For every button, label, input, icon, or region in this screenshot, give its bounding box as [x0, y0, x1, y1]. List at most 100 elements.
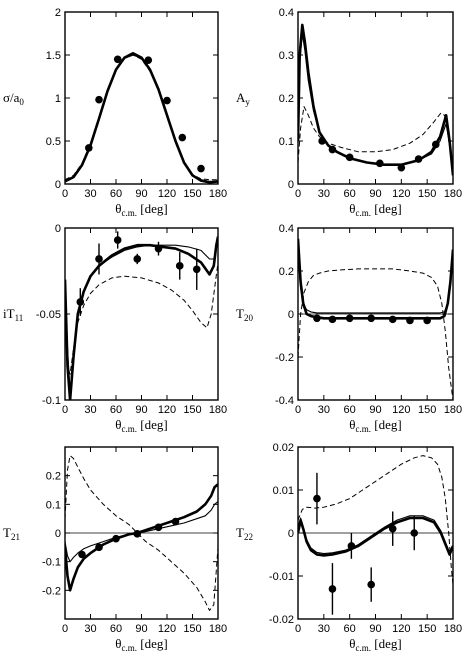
data-point [328, 145, 337, 154]
y-tick-label: -0.1 [42, 557, 61, 569]
x-tick-label: 30 [84, 404, 96, 416]
y-tick-label: 0.5 [46, 136, 61, 148]
x-tick-label: 30 [318, 404, 330, 416]
data-point [328, 315, 337, 324]
x-tick-label: 0 [295, 188, 301, 200]
x-axis-label: θc.m. [deg] [349, 201, 401, 218]
x-tick-label: 60 [344, 404, 356, 416]
y-tick-label: 0.2 [279, 93, 294, 105]
x-tick-label: 60 [344, 188, 356, 200]
x-tick-label: 60 [110, 623, 122, 635]
data-point [113, 55, 122, 64]
data-point [197, 164, 205, 173]
panel-it11: 0 30 60 90 120 150 180 -0.1 -0.05 0 θc.m. [deg] iT1… [3, 223, 227, 434]
y-tick-label: 0 [288, 528, 294, 540]
y-axis-label: Ay [236, 90, 250, 107]
y-tick-label: 0.2 [46, 471, 61, 483]
y-tick-label: 0.4 [279, 223, 294, 235]
x-tick-label: 90 [135, 188, 147, 200]
data-point [163, 96, 171, 105]
series-line-thin [298, 515, 453, 555]
y-tick-label: 0 [288, 309, 294, 321]
data-point [154, 244, 163, 253]
y-tick-label: 1.5 [46, 50, 61, 62]
y-axis-label: T21 [3, 525, 20, 542]
series-line-thin [65, 54, 218, 182]
data-point [192, 265, 201, 274]
series-line-thick [298, 238, 453, 320]
data-point [133, 255, 142, 263]
x-tick-label: 30 [84, 623, 96, 635]
data-point [313, 494, 321, 503]
data-point [423, 316, 431, 325]
x-axis-label: θc.m. [deg] [349, 636, 401, 653]
x-tick-label: 60 [110, 404, 122, 416]
x-tick-label: 0 [62, 188, 68, 200]
plot-frame [297, 11, 454, 185]
series-line-thick [65, 52, 218, 184]
y-tick-label: 0.1 [279, 136, 294, 148]
y-tick-label: 1 [55, 93, 61, 105]
y-tick-label: 0.01 [273, 485, 294, 497]
data-point [406, 316, 414, 325]
y-tick-label: 0 [55, 179, 61, 191]
data-point [95, 543, 103, 552]
series-line-thin [298, 249, 453, 314]
x-tick-label: 30 [318, 623, 330, 635]
y-tick-label: -0.4 [275, 395, 294, 407]
series-line-thick [298, 516, 453, 557]
x-tick-label: 60 [110, 188, 122, 200]
y-tick-label: 0.02 [273, 442, 294, 454]
x-tick-label: 150 [183, 404, 201, 416]
x-tick-label: 90 [135, 404, 147, 416]
x-tick-label: 90 [369, 188, 381, 200]
plot-frame [64, 11, 219, 185]
y-tick-label: -0.05 [36, 309, 61, 321]
series-line-dashed [298, 268, 453, 400]
data-point [154, 523, 163, 532]
y-tick-label: 2 [55, 7, 61, 19]
y-axis-label: T20 [236, 306, 253, 323]
y-axis-label: iT11 [3, 306, 23, 323]
series-line-thick [65, 236, 218, 400]
series-line-dashed [65, 54, 218, 181]
data-point [112, 534, 120, 543]
y-tick-label: 0 [288, 179, 294, 191]
data-point [345, 314, 354, 323]
data-point [345, 153, 354, 162]
series-line-thin [65, 501, 218, 563]
y-tick-label: 0.1 [46, 499, 61, 511]
x-tick-label: 150 [183, 623, 201, 635]
x-tick-label: 30 [84, 188, 96, 200]
x-tick-label: 90 [369, 623, 381, 635]
data-point [76, 298, 85, 306]
curves [65, 236, 218, 400]
y-tick-label: 0 [55, 223, 61, 235]
x-tick-label: 0 [62, 404, 68, 416]
curves [298, 455, 453, 585]
x-tick-label: 90 [135, 623, 147, 635]
panel-t20: 0 30 60 90 120 150 180 -0.4 -0.2 0 0.2 0.4 θc.m. [de… [236, 223, 462, 434]
x-tick-label: 150 [183, 188, 201, 200]
data-point [178, 133, 187, 142]
y-tick-label: -0.02 [269, 614, 294, 626]
series-line-dashed [65, 262, 218, 375]
data-point [410, 529, 419, 537]
data-point [376, 159, 384, 168]
curves [65, 455, 218, 611]
series-line-dashed [298, 106, 453, 176]
data-point [388, 315, 397, 324]
series-line-dashed [65, 455, 218, 611]
data-point [367, 580, 375, 589]
x-tick-label: 30 [318, 188, 330, 200]
x-tick-label: 120 [158, 404, 176, 416]
curves [298, 23, 453, 176]
x-tick-label: 120 [158, 623, 176, 635]
panel-sigma: 0 30 60 90 120 150 180 0 0.5 1 1.5 2 θc.m. [deg] σ/a0 [3, 7, 227, 218]
x-axis-label: θc.m. [deg] [115, 417, 167, 434]
data-point [78, 550, 86, 559]
data-point [414, 155, 423, 163]
x-tick-label: 0 [295, 404, 301, 416]
x-axis-label: θc.m. [deg] [349, 417, 401, 434]
data-point [113, 236, 122, 244]
